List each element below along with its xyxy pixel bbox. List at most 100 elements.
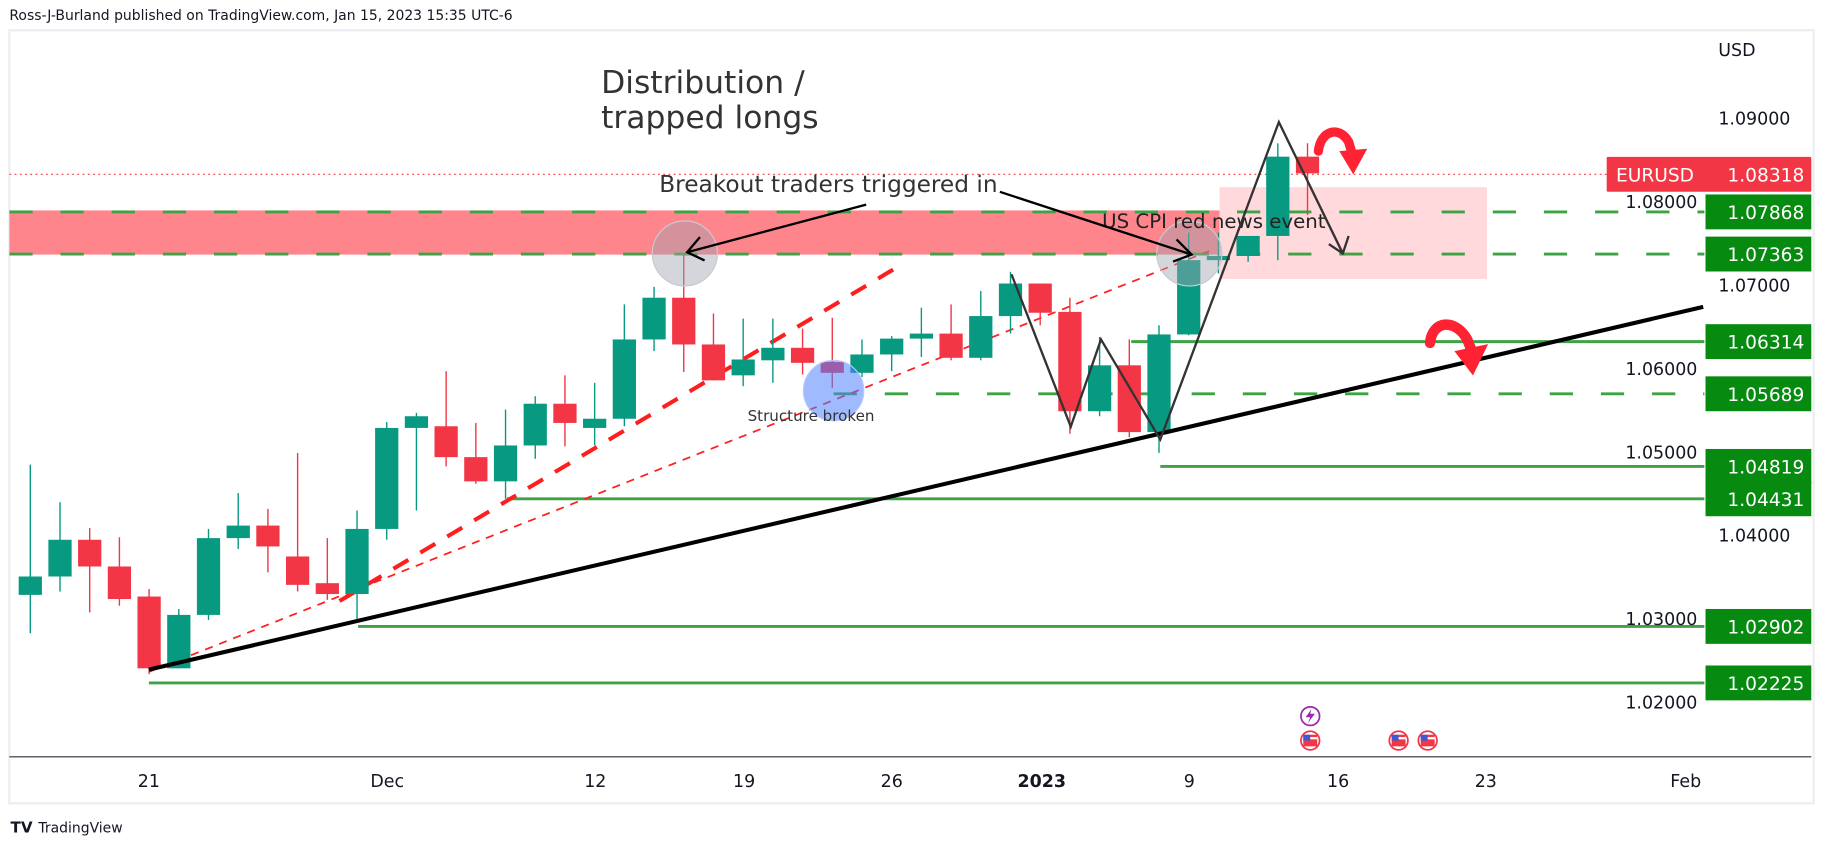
candle-body [583,418,607,428]
candle[interactable] [790,328,815,375]
price-tick-label: 1.02000 [1625,694,1697,714]
candle-body [1177,260,1201,335]
price-tick-label: 1.04000 [1718,527,1790,547]
candle[interactable] [345,510,369,623]
candle[interactable] [48,502,72,592]
candle-body [18,576,42,595]
price-tick-label: 1.06000 [1625,360,1697,380]
candle-body [48,539,72,577]
level-price-box [1705,194,1812,230]
candle[interactable] [434,371,458,467]
candle-body [226,525,250,539]
candle[interactable] [464,422,488,484]
candle-body [731,359,755,376]
time-tick-label: 19 [733,772,755,792]
candle[interactable] [1058,297,1082,434]
level-price-box [1705,448,1812,484]
candle[interactable] [226,493,250,549]
level-price-label: 1.02902 [1727,617,1804,638]
candle-body [1206,255,1231,261]
candle-body [1266,156,1290,236]
candle-body [78,539,102,567]
candle-body [493,445,518,482]
candle[interactable] [553,375,577,447]
time-tick-label: 26 [881,772,903,792]
candle[interactable] [18,464,42,634]
candle[interactable] [672,253,696,372]
candle[interactable] [1266,143,1290,261]
candle-body [434,426,458,458]
candle[interactable] [315,538,339,600]
candle[interactable] [701,313,726,381]
candle-body [196,538,221,615]
time-tick-label: 23 [1475,772,1497,792]
cpi-event-zone [1219,187,1487,280]
candle[interactable] [1177,232,1201,336]
red-curved-arrow-icon [1313,127,1368,175]
chart-frame [8,29,1815,805]
candle[interactable] [880,336,904,372]
annotation-breakout: Breakout traders triggered in [659,171,997,198]
annotation-title-line1: Distribution / [601,65,805,101]
level-price-box [1705,324,1812,360]
level-price-label: 1.02225 [1727,674,1804,695]
candle[interactable] [612,304,636,427]
candle-body [998,283,1023,317]
candle-body [612,339,636,419]
red-curved-arrow-icon [1424,319,1489,376]
us-flag-event-icon[interactable] [1300,730,1321,751]
tradingview-logo[interactable]: TV TradingView [11,818,123,836]
candle[interactable] [137,589,161,675]
candle[interactable] [404,412,429,511]
level-price-box [1705,376,1812,412]
candle[interactable] [375,422,399,540]
level-price-label: 1.05689 [1727,385,1804,406]
us-flag-event-icon[interactable] [1417,730,1438,751]
candle-body [761,347,785,361]
candle[interactable] [256,508,280,573]
candle[interactable] [642,286,666,352]
price-tick-label: 1.03000 [1625,610,1697,630]
black-support-trendline [148,304,1704,672]
candle[interactable] [761,318,785,383]
candle[interactable] [731,318,755,387]
candle[interactable] [939,304,963,361]
candle[interactable] [493,409,518,499]
annotation-structure: Structure broken [748,407,875,425]
candle-body [137,596,161,669]
candle[interactable] [909,307,934,357]
candle[interactable] [167,609,191,669]
level-price-label: 1.04431 [1727,490,1804,511]
last-price-label: EURUSD 1.08318 [1606,156,1812,192]
candle[interactable] [850,339,874,378]
candle[interactable] [1147,325,1171,453]
candle-body [404,416,429,428]
last-price-value: 1.08318 [1727,165,1804,186]
us-flag-event-icon[interactable] [1388,730,1409,751]
candle[interactable] [523,396,547,459]
candle[interactable] [196,528,221,620]
candle-body [969,316,993,358]
candle-body [1147,334,1171,433]
candle[interactable] [78,528,102,613]
candle[interactable] [1236,235,1260,262]
lightning-event-icon[interactable] [1300,705,1321,727]
candle[interactable] [998,271,1023,334]
candle[interactable] [1087,336,1112,417]
breakout-arrow-right [999,190,1194,263]
candle-body [701,344,726,381]
candle-body [285,556,310,585]
time-tick-label: 21 [138,772,160,792]
candle-body [315,583,339,595]
price-tick-label: 1.07000 [1718,276,1790,296]
candle[interactable] [1028,283,1052,326]
time-tick-label: 2023 [1017,772,1066,792]
annotation-title-line2: trapped longs [601,100,819,136]
candle[interactable] [969,291,993,361]
candle[interactable] [583,382,607,446]
level-price-box [1705,481,1812,517]
level-price-box [1705,608,1812,644]
candle[interactable] [285,452,310,592]
candle[interactable] [107,537,132,606]
